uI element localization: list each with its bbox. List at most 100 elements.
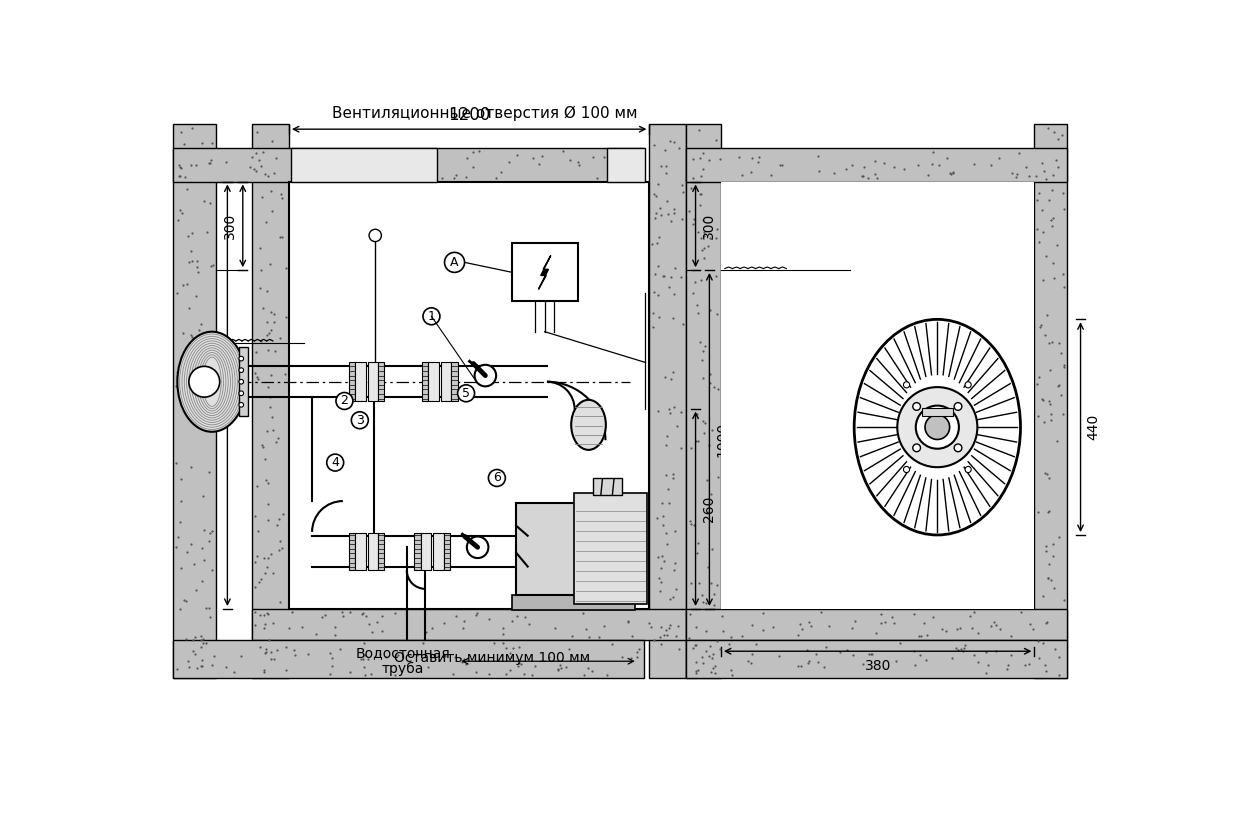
Point [686, 434, 706, 447]
Point [762, 621, 782, 634]
Point [699, 153, 719, 166]
Point [199, 466, 219, 479]
Point [501, 650, 521, 664]
Circle shape [965, 382, 972, 388]
Point [192, 659, 212, 672]
Circle shape [239, 367, 244, 373]
Point [1010, 605, 1030, 618]
Point [649, 177, 669, 190]
Point [1043, 169, 1063, 182]
Point [707, 579, 727, 592]
Point [552, 144, 572, 158]
Point [272, 191, 292, 205]
Point [444, 650, 464, 664]
Point [257, 425, 277, 438]
Point [916, 654, 936, 667]
Point [463, 146, 483, 159]
Point [662, 311, 682, 325]
Point [353, 652, 373, 665]
Point [689, 123, 709, 137]
Point [1037, 615, 1057, 628]
Point [264, 308, 284, 321]
Point [644, 138, 664, 152]
Bar [593, 478, 622, 495]
Point [242, 151, 262, 164]
Point [742, 152, 762, 165]
Point [843, 159, 863, 172]
Point [919, 169, 939, 182]
Point [369, 647, 389, 660]
Point [875, 615, 895, 628]
Point [704, 599, 724, 612]
Point [407, 649, 427, 662]
Point [258, 513, 278, 527]
Point [453, 621, 473, 634]
Point [674, 317, 694, 331]
Point [493, 636, 513, 649]
Point [656, 623, 676, 637]
Point [199, 534, 219, 547]
Point [1000, 629, 1020, 643]
Point [916, 628, 936, 642]
Point [200, 154, 220, 167]
Point [686, 664, 706, 678]
Circle shape [904, 382, 910, 388]
Point [551, 661, 571, 675]
Point [245, 555, 265, 569]
Point [248, 479, 268, 492]
Point [352, 607, 372, 621]
Point [649, 310, 669, 324]
Point [182, 347, 202, 361]
Point [272, 187, 292, 201]
Point [358, 653, 378, 666]
Point [874, 157, 894, 170]
Point [244, 162, 264, 175]
Point [910, 648, 930, 661]
Circle shape [913, 444, 920, 451]
Point [178, 229, 198, 242]
Point [284, 155, 304, 169]
Point [1042, 413, 1062, 426]
Point [657, 430, 677, 443]
Point [398, 146, 418, 159]
Point [702, 423, 722, 436]
Point [245, 581, 265, 594]
Point [269, 596, 289, 609]
Point [493, 622, 513, 635]
Bar [349, 533, 356, 570]
Point [871, 617, 891, 630]
Bar [721, 181, 1034, 609]
Point [200, 157, 220, 170]
Point [258, 315, 278, 329]
Point [358, 618, 378, 631]
Point [239, 160, 259, 174]
Point [1037, 539, 1057, 553]
Point [883, 611, 903, 624]
Point [192, 575, 212, 588]
Point [704, 381, 724, 394]
Point [432, 171, 452, 185]
Point [254, 551, 274, 565]
Point [929, 159, 949, 172]
Ellipse shape [178, 331, 247, 432]
Point [172, 126, 192, 139]
Point [275, 310, 295, 324]
Point [255, 215, 275, 228]
Point [275, 367, 295, 380]
Point [660, 135, 680, 149]
Point [354, 172, 374, 185]
Circle shape [954, 444, 962, 451]
Point [386, 606, 406, 619]
Text: 5: 5 [462, 387, 470, 399]
Point [721, 664, 741, 677]
Point [172, 472, 192, 486]
Point [217, 155, 237, 169]
Point [367, 151, 387, 164]
Point [190, 659, 210, 672]
Point [361, 667, 381, 680]
Point [1032, 393, 1052, 406]
Point [809, 164, 829, 178]
Point [1043, 211, 1063, 224]
Point [701, 576, 721, 590]
Point [651, 576, 671, 589]
